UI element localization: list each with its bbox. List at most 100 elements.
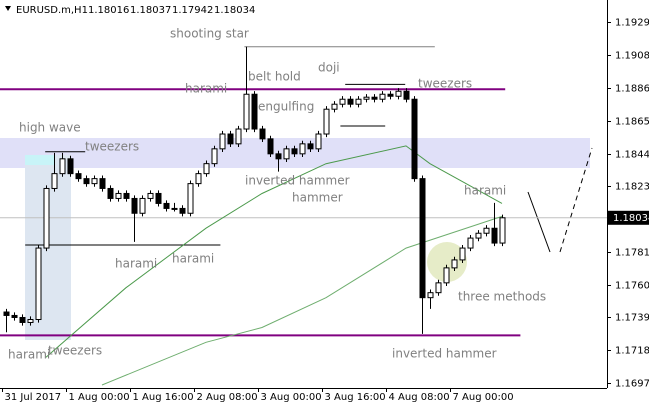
annotation: doji xyxy=(318,61,340,75)
candle-body xyxy=(499,217,506,244)
moving-average xyxy=(45,145,503,358)
annotation: high wave xyxy=(19,121,81,135)
header-value: 1.18034 xyxy=(214,5,255,16)
candle-body xyxy=(27,319,34,323)
candle-body xyxy=(19,316,26,323)
candle-body xyxy=(195,173,202,185)
y-tick-label: 1.17395 xyxy=(615,313,649,324)
candle-body xyxy=(339,98,346,105)
annotation: shooting star xyxy=(170,27,249,41)
candle-body xyxy=(179,207,186,214)
y-tick-label: 1.17605 xyxy=(615,281,649,292)
candle-body xyxy=(451,259,458,269)
candle-body xyxy=(491,227,498,244)
x-tick-label: 1 Aug 16:00 xyxy=(133,392,194,403)
candle-body xyxy=(315,133,322,150)
x-tick-label: 3 Aug 00:00 xyxy=(261,392,322,403)
candle-body xyxy=(115,192,122,199)
candle-body xyxy=(147,192,154,199)
candle-body xyxy=(363,96,370,100)
candle-body xyxy=(483,227,490,234)
candle-body xyxy=(59,158,66,175)
candle-body xyxy=(459,247,466,261)
candle-body xyxy=(171,207,178,210)
y-tick-label: 1.18865 xyxy=(615,84,649,95)
y-tick-label: 1.18235 xyxy=(615,182,649,193)
annotation: harami xyxy=(115,257,157,271)
annotation: three methods xyxy=(458,290,546,304)
x-tick-label: 4 Aug 08:00 xyxy=(389,392,450,403)
candle-body xyxy=(3,311,10,316)
candle-body xyxy=(163,202,170,209)
candle-body xyxy=(395,90,402,97)
candle-body xyxy=(187,183,194,214)
highlight-circle xyxy=(427,242,467,282)
candle-body xyxy=(99,178,106,189)
y-tick-label: 1.18655 xyxy=(615,117,649,128)
x-tick-label: 31 Jul 2017 xyxy=(5,392,62,403)
projection-dashed xyxy=(559,147,593,253)
candle-body xyxy=(387,93,394,97)
candle-body xyxy=(411,98,418,180)
candle-body xyxy=(403,90,410,100)
projection-line xyxy=(527,191,551,253)
price-label: 1.18034 xyxy=(613,213,649,224)
annotation: harami xyxy=(464,184,506,198)
candle-body xyxy=(211,148,218,165)
annotation: tweezers xyxy=(418,77,472,91)
annotation: tweezers xyxy=(48,344,102,358)
candle-body xyxy=(227,133,234,145)
y-tick-label: 1.18445 xyxy=(615,150,649,161)
candle-body xyxy=(243,93,250,130)
y-tick-label: 1.16975 xyxy=(615,379,649,390)
y-tick-label: 1.17185 xyxy=(615,346,649,357)
candle-body xyxy=(435,282,442,294)
annotation: harami xyxy=(185,82,227,96)
annotation: harami xyxy=(8,348,50,362)
y-tick-label: 1.19080 xyxy=(615,51,649,62)
candle-body xyxy=(347,98,354,105)
candle-body xyxy=(11,314,18,318)
annotation: engulfing xyxy=(258,100,314,114)
candle-body xyxy=(331,103,338,110)
candle-body xyxy=(467,237,474,249)
x-tick-label: 1 Aug 00:00 xyxy=(69,392,130,403)
candle-body xyxy=(235,128,242,145)
candle-body xyxy=(283,148,290,160)
candle-body xyxy=(35,247,42,321)
candle-body xyxy=(443,267,450,284)
annotation: tweezers xyxy=(85,140,139,154)
annotation: harami xyxy=(172,252,214,266)
candle-body xyxy=(251,93,258,130)
candle-body xyxy=(299,143,306,155)
candle-body xyxy=(123,192,130,199)
candle-body xyxy=(275,153,282,160)
header-value: 1.18016 xyxy=(88,5,129,16)
highlight-cell xyxy=(25,155,55,165)
candle-body xyxy=(107,187,114,199)
candle-body xyxy=(219,133,226,150)
candle-body xyxy=(259,128,266,140)
candle-body xyxy=(51,173,58,189)
candle-body xyxy=(203,163,210,175)
candle-body xyxy=(91,178,98,185)
candle-body xyxy=(379,93,386,100)
candle-body xyxy=(67,158,74,175)
annotation: hammer xyxy=(292,191,343,205)
candle-body xyxy=(291,148,298,155)
candle-body xyxy=(475,232,482,239)
annotation: belt hold xyxy=(248,70,301,84)
candle-body xyxy=(307,143,314,150)
annotation: inverted hammer xyxy=(392,347,497,361)
candle-body xyxy=(155,192,162,204)
candle-body xyxy=(323,108,330,135)
y-tick-label: 1.19290 xyxy=(615,18,649,29)
x-tick-label: 2 Aug 08:00 xyxy=(197,392,258,403)
candle-body xyxy=(139,197,146,214)
header-icon xyxy=(5,6,11,11)
candle-body xyxy=(131,197,138,214)
candle-body xyxy=(371,96,378,100)
